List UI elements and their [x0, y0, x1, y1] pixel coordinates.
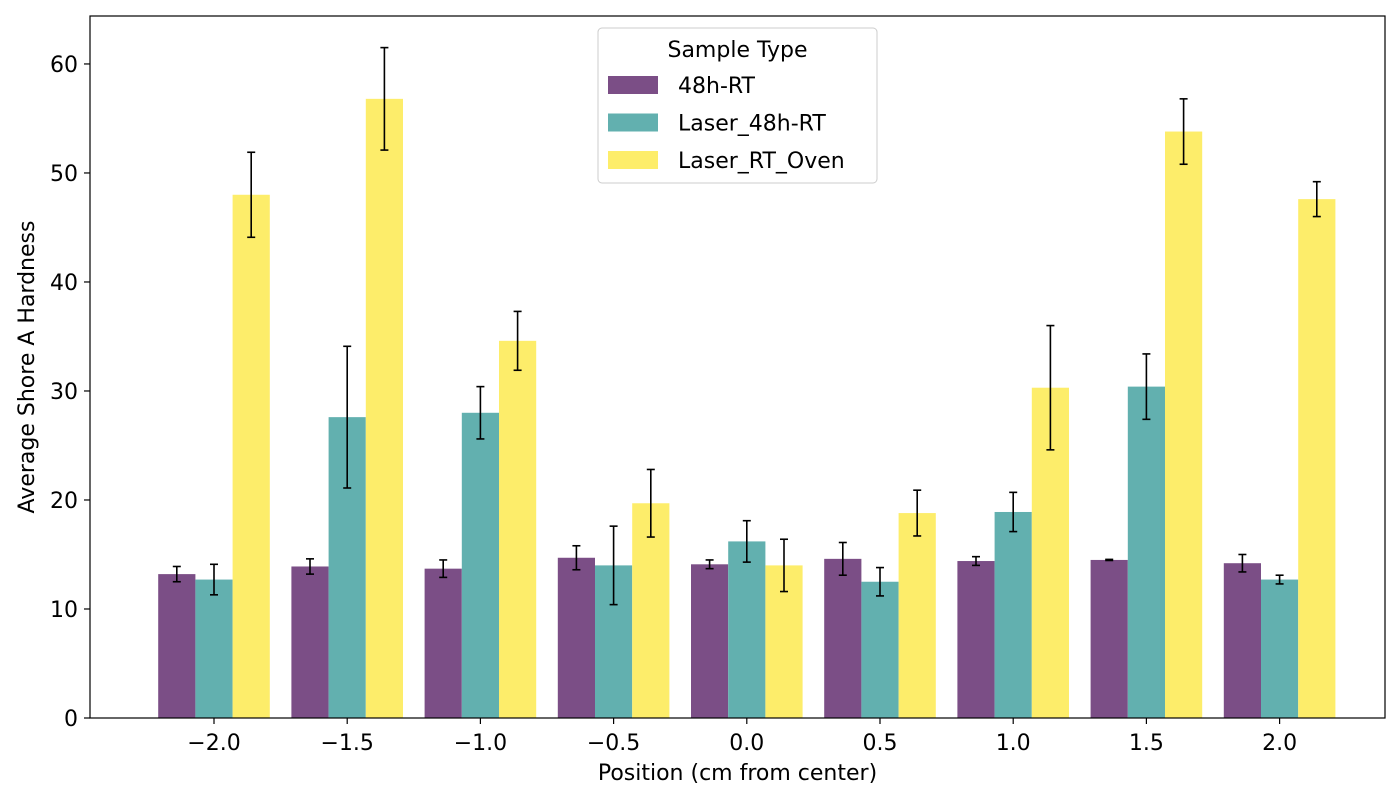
error-bar-48h-rt [306, 558, 314, 575]
error-bar-48h-rt [572, 544, 581, 571]
bar-laser-48h-rt [1127, 386, 1165, 718]
error-bar-48h-rt [1105, 558, 1114, 562]
error-bar-laser-48h-rt [876, 566, 884, 597]
error-bar-laser-rt-oven [913, 489, 922, 537]
bar-laser-rt-oven [232, 194, 270, 718]
error-bar-laser-rt-oven [1046, 324, 1055, 451]
error-bar-laser-48h-rt [210, 563, 218, 596]
bar-laser-rt-oven [1298, 199, 1336, 718]
bar-48h-rt [1223, 563, 1261, 718]
y-axis-label: Average Shore A Hardness [15, 221, 40, 514]
bar-laser-48h-rt [1261, 579, 1299, 718]
x-tick-label: 2.0 [1262, 731, 1297, 756]
x-tick-label: −0.5 [587, 731, 640, 756]
x-axis-label: Position (cm from center) [598, 761, 877, 786]
legend-swatch-laser-48h-rt [608, 113, 658, 132]
x-tick-label: −1.5 [320, 731, 373, 756]
error-bar-laser-rt-oven [1179, 98, 1188, 166]
y-tick-label: 30 [50, 380, 78, 405]
y-tick-label: 60 [50, 53, 78, 78]
bar-laser-48h-rt [994, 511, 1032, 718]
x-tick-label: 1.0 [996, 731, 1031, 756]
bar-48h-rt [557, 557, 595, 718]
bar-laser-rt-oven [365, 98, 403, 718]
y-tick-label: 0 [64, 707, 78, 732]
bar-48h-rt [291, 566, 329, 718]
plot-frame [89, 15, 1386, 719]
error-bar-laser-48h-rt [742, 519, 751, 563]
legend: Sample Type 48h-RT Laser_48h-RT Laser_RT_O… [597, 27, 878, 184]
error-bar-laser-48h-rt [609, 525, 618, 606]
bars-layer [158, 98, 1336, 719]
x-tick-label: 0.0 [729, 731, 764, 756]
error-bar-laser-rt-oven [780, 538, 788, 593]
bar-48h-rt [424, 568, 462, 718]
error-bar-laser-rt-oven [380, 46, 389, 151]
x-tick-label: −1.0 [454, 731, 507, 756]
bar-48h-rt [158, 574, 196, 718]
legend-swatch-laser-rt-oven [608, 151, 658, 169]
legend-swatch-48h-rt [608, 76, 658, 94]
bar-48h-rt [824, 558, 862, 718]
error-bar-laser-rt-oven [1312, 180, 1321, 218]
y-tick-label: 20 [50, 489, 78, 514]
error-bar-laser-48h-rt [343, 345, 352, 489]
legend-label-laser-rt-oven: Laser_RT_Oven [678, 149, 845, 174]
bar-laser-48h-rt [461, 412, 499, 718]
error-bar-laser-rt-oven [513, 310, 522, 372]
y-tick-label: 50 [50, 162, 78, 187]
error-bar-48h-rt [838, 541, 847, 577]
y-axis: 0 10 20 30 40 50 60 [50, 53, 90, 732]
legend-title: Sample Type [667, 38, 807, 63]
error-bar-laser-rt-oven [247, 151, 256, 239]
error-bar-laser-rt-oven [646, 468, 655, 538]
error-bar-48h-rt [972, 555, 980, 567]
error-bar-laser-48h-rt [476, 385, 485, 440]
bar-laser-rt-oven [499, 340, 537, 718]
legend-label-laser-48h-rt: Laser_48h-RT [678, 112, 826, 137]
bar-48h-rt [1090, 559, 1128, 718]
error-bar-laser-48h-rt [1009, 491, 1018, 533]
x-tick-label: 0.5 [863, 731, 898, 756]
error-bar-48h-rt [439, 559, 448, 579]
x-tick-label: 1.5 [1129, 731, 1164, 756]
error-bars-layer [172, 46, 1321, 606]
x-axis: −2.0 −1.5 −1.0 −0.5 0.0 0.5 1.0 1.5 2.0 [187, 718, 1297, 756]
bar-laser-48h-rt [861, 581, 899, 718]
x-tick-label: −2.0 [187, 731, 240, 756]
error-bar-48h-rt [172, 565, 181, 583]
legend-label-48h-rt: 48h-RT [678, 74, 756, 99]
bar-48h-rt [691, 564, 729, 718]
error-bar-48h-rt [1238, 553, 1247, 573]
error-bar-48h-rt [705, 559, 714, 570]
bar-48h-rt [957, 561, 995, 718]
error-bar-laser-48h-rt [1142, 353, 1151, 421]
legend-box [597, 27, 878, 184]
legend-items: 48h-RT Laser_48h-RT Laser_RT_Oven [608, 74, 845, 174]
bar-laser-48h-rt [728, 541, 766, 718]
error-bar-laser-48h-rt [1275, 574, 1284, 585]
y-tick-label: 10 [50, 598, 78, 623]
bar-laser-rt-oven [898, 513, 936, 718]
bar-laser-rt-oven [632, 503, 670, 718]
bar-laser-rt-oven [1165, 131, 1203, 719]
bar-laser-48h-rt [195, 579, 233, 718]
y-tick-label: 40 [50, 271, 78, 296]
